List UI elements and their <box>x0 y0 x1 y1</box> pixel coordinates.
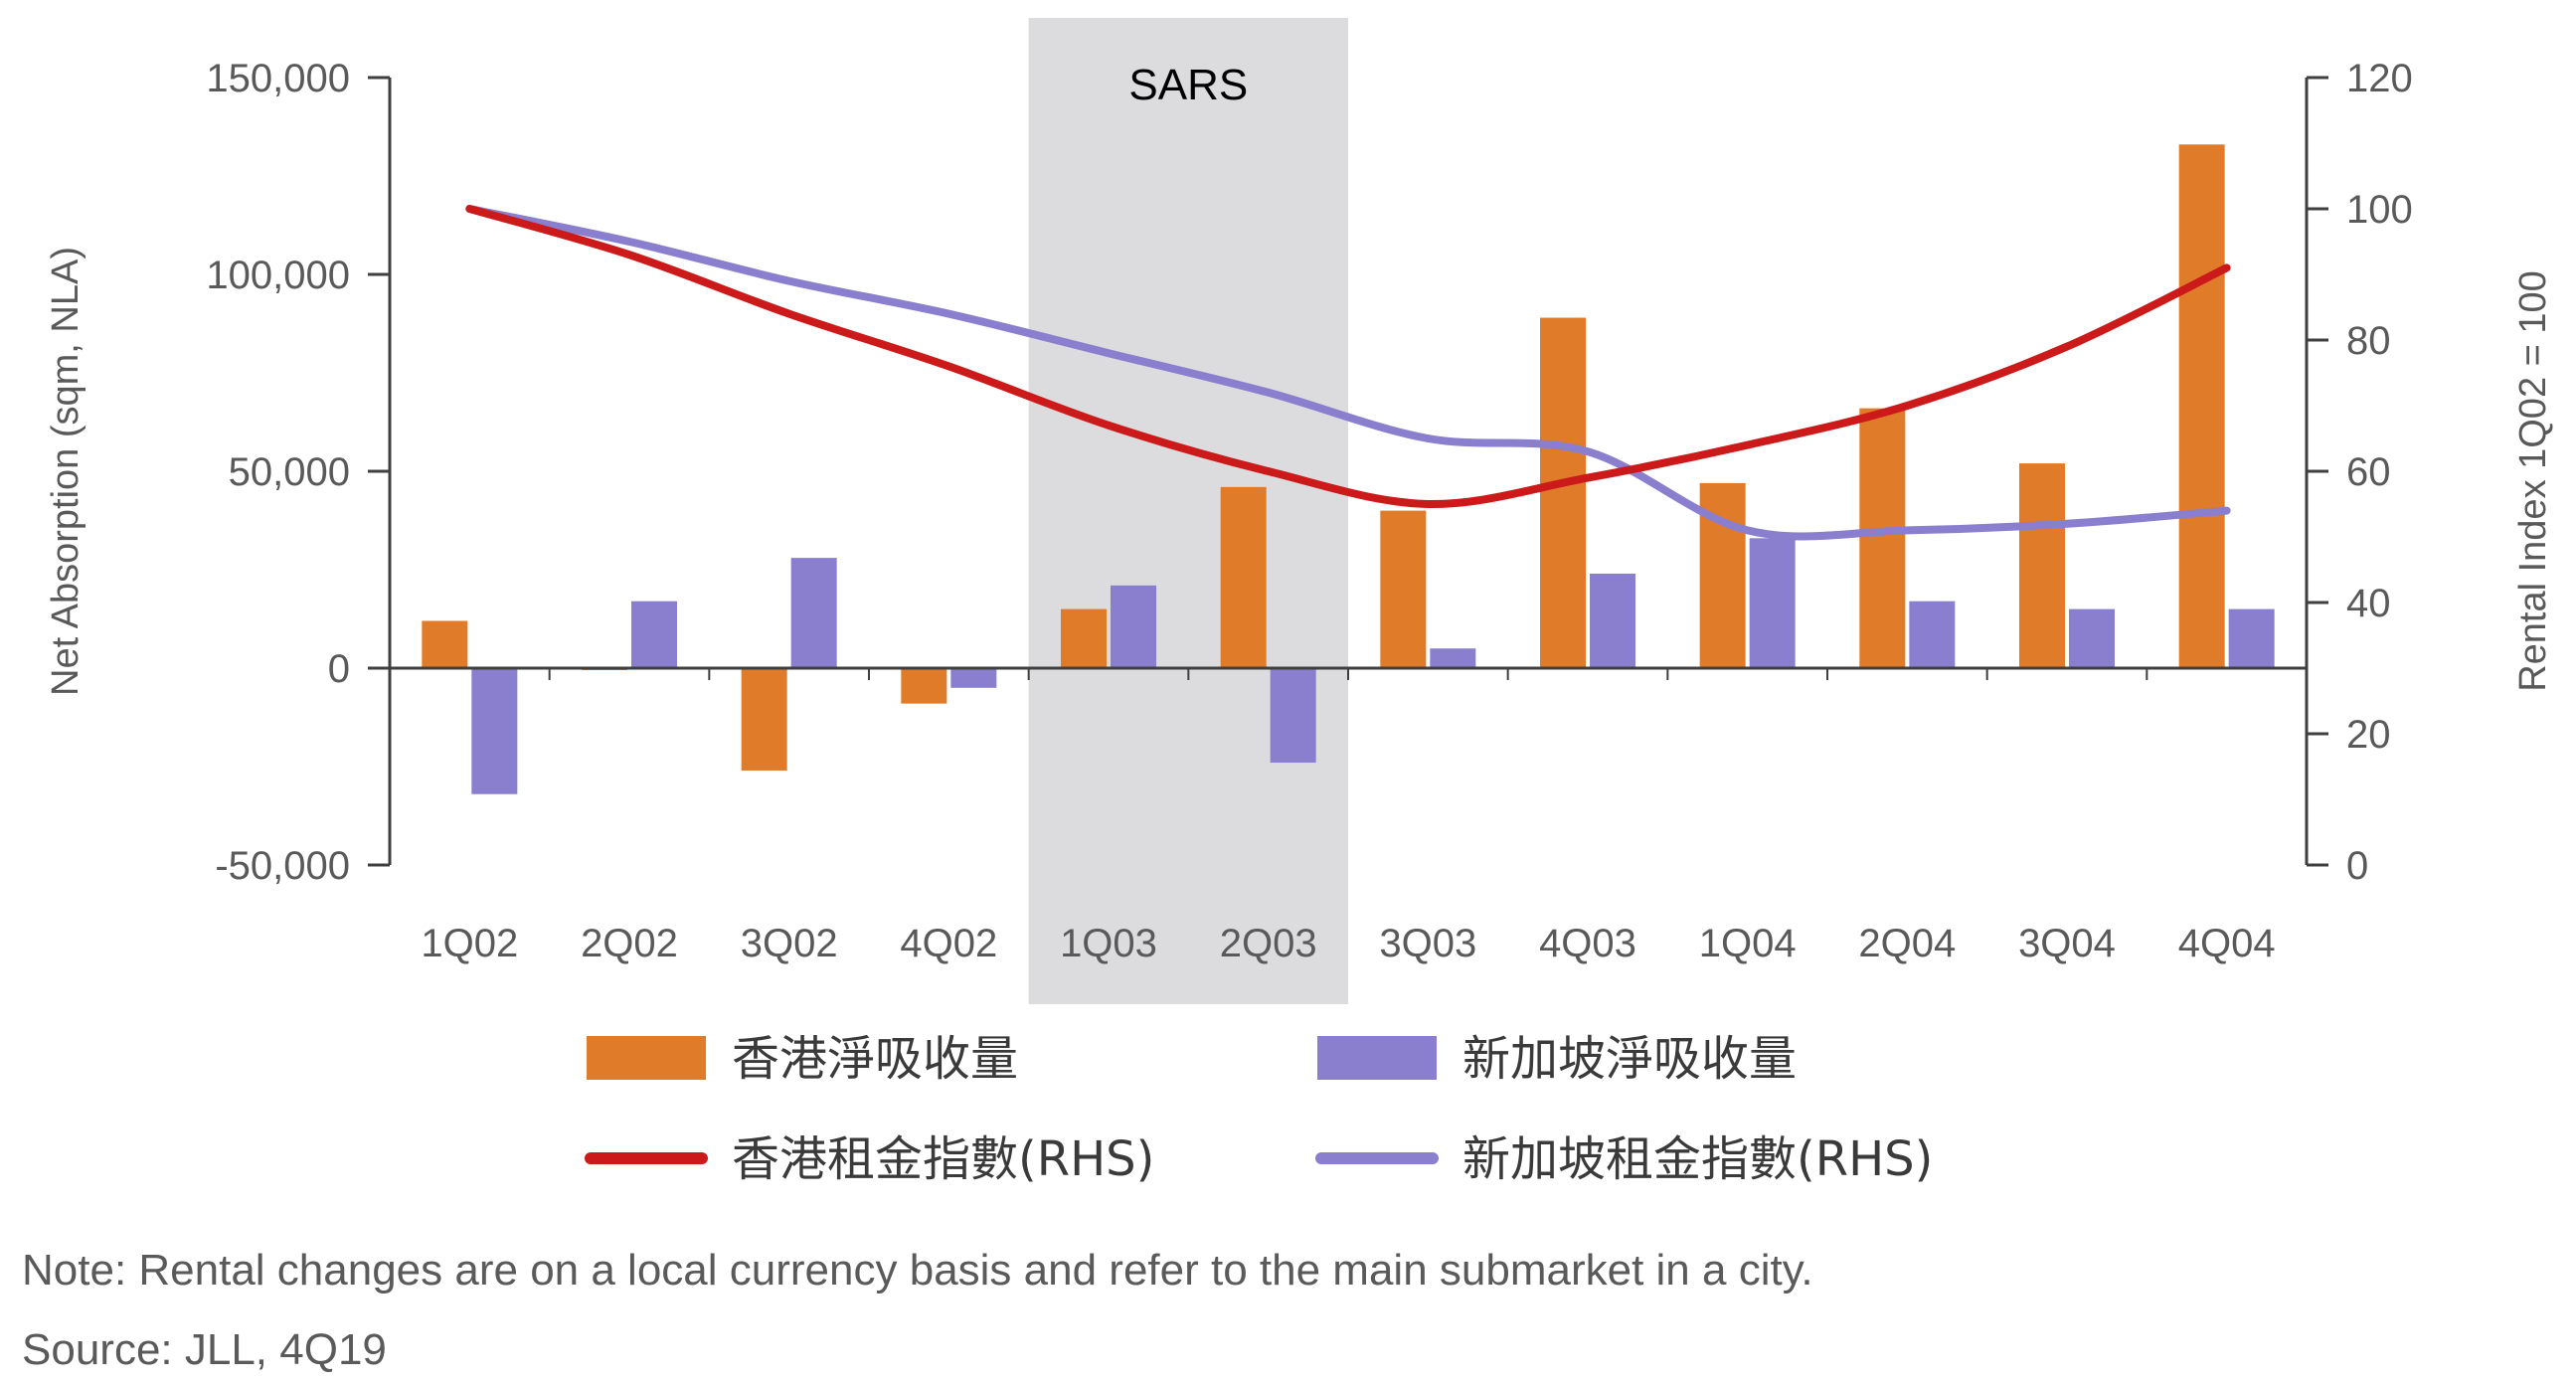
bar-sg-4q03 <box>1590 573 1635 668</box>
y-left-tick-label: 150,000 <box>206 57 350 100</box>
sars-shaded-region <box>1028 18 1348 1004</box>
y-right-tick-label: 40 <box>2346 582 2391 625</box>
bars-layer <box>422 144 2275 794</box>
bar-sg-3q03 <box>1430 648 1476 668</box>
bar-hk-3q04 <box>2019 463 2065 668</box>
legend-hk-rental-index: 香港租金指數(RHS) <box>585 1131 1154 1187</box>
bar-hk-3q02 <box>741 668 787 771</box>
bar-sg-2q04 <box>1909 601 1956 668</box>
y-right-tick-label: 0 <box>2346 844 2368 888</box>
lines-layer <box>465 205 2231 541</box>
legend-sg-net-absorption: 新加坡淨吸收量 <box>1317 1031 1797 1087</box>
bar-sg-1q02 <box>471 668 518 794</box>
x-tick-label-1q02: 1Q02 <box>421 922 518 965</box>
x-tick-label-2q03: 2Q03 <box>1220 922 1317 965</box>
x-tick-label-1q03: 1Q03 <box>1060 922 1157 965</box>
legend-label: 香港淨吸收量 <box>732 1031 1018 1087</box>
x-tick-label-2q02: 2Q02 <box>581 922 678 965</box>
bar-sg-3q04 <box>2069 608 2115 668</box>
x-tick-label-3q04: 3Q04 <box>2018 922 2116 965</box>
legend-sg-rental-index: 新加坡租金指數(RHS) <box>1315 1131 1933 1187</box>
bar-hk-4q02 <box>901 668 947 704</box>
x-tick-label-4q02: 4Q02 <box>900 922 997 965</box>
y-left-tick-label: 50,000 <box>229 450 350 494</box>
bar-sg-1q04 <box>1749 538 1796 668</box>
legend-label: 新加坡租金指數(RHS) <box>1462 1131 1933 1187</box>
y-axis-right-title: Rental Index 1Q02 = 100 <box>2512 270 2554 692</box>
y-right-tick-label: 120 <box>2346 57 2413 100</box>
legend-swatch <box>587 1036 706 1080</box>
y-axis-left-title: Net Absorption (sqm, NLA) <box>45 247 86 696</box>
y-right-tick-label: 20 <box>2346 713 2391 757</box>
bar-hk-2q03 <box>1220 486 1267 668</box>
y-right-tick-label: 80 <box>2346 319 2391 363</box>
x-tick-label-2q04: 2Q04 <box>1858 922 1956 965</box>
x-tick-label-3q02: 3Q02 <box>741 922 838 965</box>
bar-hk-3q03 <box>1380 510 1427 668</box>
bar-hk-4q04 <box>2178 144 2225 668</box>
x-tick-label-1q04: 1Q04 <box>1699 922 1797 965</box>
x-tick-label-4q04: 4Q04 <box>2178 922 2276 965</box>
y-left-tick-label: -50,000 <box>215 844 350 888</box>
chart-source: Source: JLL, 4Q19 <box>22 1325 387 1374</box>
y-left-tick-label: 0 <box>328 647 350 691</box>
chart-note: Note: Rental changes are on a local curr… <box>22 1246 1813 1295</box>
line-hk-rental-index <box>465 205 2231 509</box>
bar-sg-4q04 <box>2228 608 2275 668</box>
legend-swatch <box>1317 1036 1437 1080</box>
axes-layer: 150,000 100,000 50,000 0 -50,000 120 100 80 60 40… <box>206 57 2412 965</box>
x-tick-label-4q03: 4Q03 <box>1539 922 1636 965</box>
y-right-tick-label: 60 <box>2346 450 2391 494</box>
bar-sg-1q03 <box>1111 585 1156 668</box>
bar-sg-3q02 <box>790 558 837 668</box>
x-tick-label-3q03: 3Q03 <box>1379 922 1476 965</box>
bar-sg-4q02 <box>950 668 997 688</box>
bar-hk-1q02 <box>422 620 468 668</box>
y-left-tick-label: 100,000 <box>206 254 350 297</box>
bar-hk-4q03 <box>1540 317 1586 668</box>
sars-annotation: SARS <box>1128 61 1248 109</box>
bar-sg-2q02 <box>631 601 677 668</box>
legend-label: 香港租金指數(RHS) <box>732 1131 1154 1187</box>
y-right-tick-label: 100 <box>2346 188 2413 232</box>
legend-hk-net-absorption: 香港淨吸收量 <box>587 1031 1018 1087</box>
line-sg-rental-index <box>465 205 2231 541</box>
bar-hk-1q03 <box>1061 608 1107 668</box>
bar-sg-2q03 <box>1270 668 1316 764</box>
legend-label: 新加坡淨吸收量 <box>1462 1031 1797 1087</box>
bar-hk-2q04 <box>1859 408 1906 668</box>
